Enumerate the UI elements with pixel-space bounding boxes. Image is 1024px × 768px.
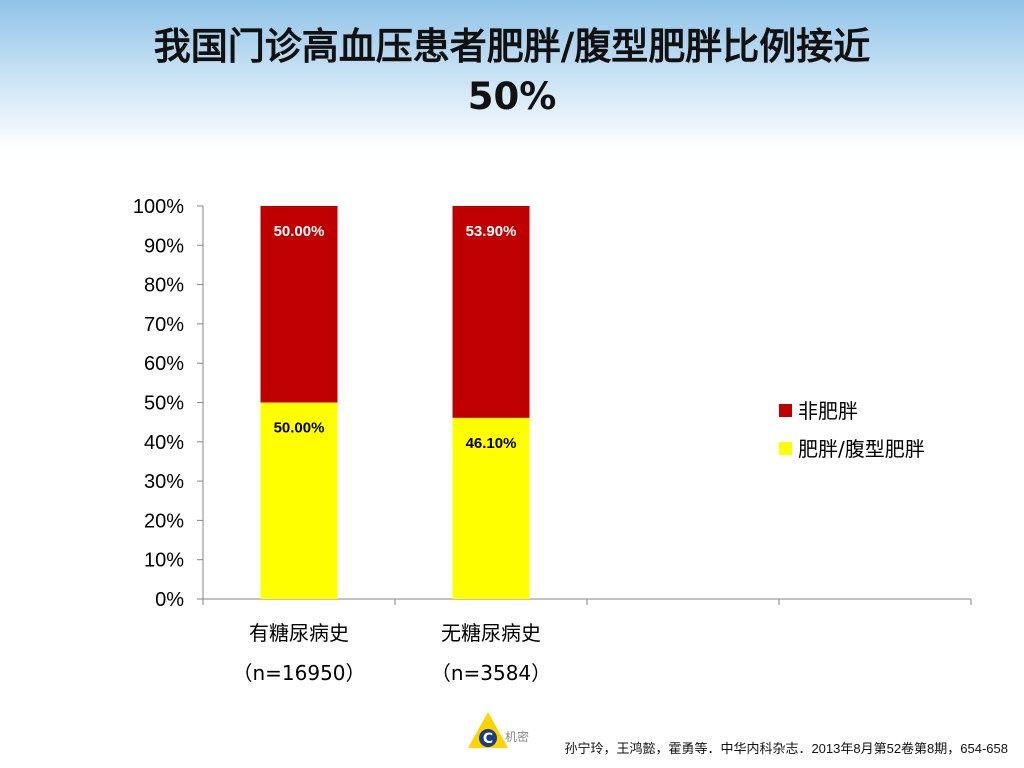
- y-tick-label: 10%: [144, 550, 184, 572]
- x-category-sublabel: （n=16950）: [232, 661, 365, 685]
- y-tick-label: 90%: [144, 235, 184, 257]
- svg-text:C: C: [483, 731, 493, 747]
- stacked-bar-chart: 0% 10% 20% 30% 40% 50% 60% 70% 80% 90% 100% 50.00% 5…: [133, 196, 972, 685]
- legend-swatch: [779, 442, 792, 455]
- slide-title: 我国门诊高血压患者肥胖/腹型肥胖比例接近 50%: [0, 22, 1024, 122]
- data-label: 46.10%: [466, 435, 517, 452]
- legend-swatch: [779, 404, 792, 417]
- y-tick-label: 30%: [144, 471, 184, 493]
- title-line-1: 我国门诊高血压患者肥胖/腹型肥胖比例接近: [153, 25, 871, 68]
- y-tick-label: 0%: [155, 589, 184, 611]
- legend-label: 肥胖/腹型肥胖: [798, 437, 925, 461]
- title-line-2: 50%: [467, 75, 557, 118]
- logo-label: 机密: [505, 730, 530, 744]
- x-category-label: 有糖尿病史: [249, 621, 349, 645]
- y-tick-label: 50%: [144, 393, 184, 415]
- y-tick-label: 80%: [144, 275, 184, 297]
- y-tick-label: 70%: [144, 314, 184, 336]
- bar-segment: [260, 402, 338, 599]
- company-logo: C: [468, 712, 508, 748]
- bar-segment: [452, 206, 530, 418]
- legend-label: 非肥胖: [798, 399, 858, 423]
- y-tick-label: 40%: [144, 432, 184, 454]
- x-category-label: 无糖尿病史: [441, 621, 541, 645]
- title-band: [0, 0, 1024, 150]
- y-tick-label: 100%: [133, 196, 184, 218]
- y-tick-label: 60%: [144, 353, 184, 375]
- y-tick-label: 20%: [144, 510, 184, 532]
- data-label: 53.90%: [466, 223, 517, 240]
- citation-footer: 孙宁玲，王鸿懿，霍勇等．中华内科杂志．2013年8月第52卷第8期，654-65…: [564, 741, 1008, 756]
- data-label: 50.00%: [274, 223, 325, 240]
- data-label: 50.00%: [274, 420, 325, 437]
- x-category-sublabel: （n=3584）: [431, 661, 551, 685]
- bar-segment: [452, 417, 530, 599]
- bar-segment: [260, 206, 338, 403]
